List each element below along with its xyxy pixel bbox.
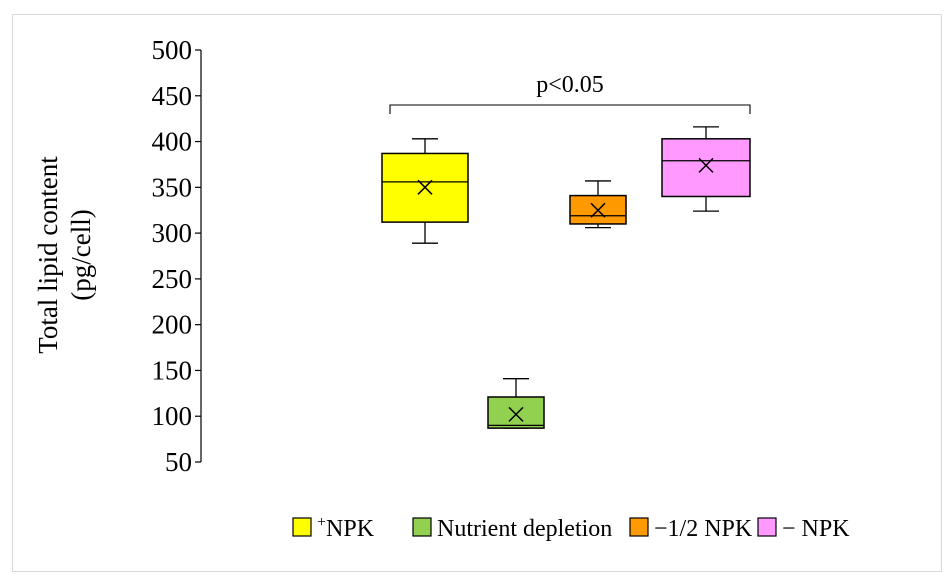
y-tick-label: 500 (152, 35, 193, 65)
y-tick-label: 100 (152, 401, 193, 431)
y-axis: 50 100 150 200 250 300 350 400 450 500 (152, 35, 202, 477)
mean-marker (417, 179, 433, 195)
box-3 (569, 180, 627, 229)
y-tick-label: 150 (152, 355, 193, 385)
mean-marker (698, 157, 714, 173)
legend-swatch (629, 517, 649, 537)
mean-marker (508, 406, 524, 422)
legend-item-3: −1/2 NPK (629, 516, 753, 542)
y-axis-label-line2: (pg/cell) (66, 209, 96, 300)
mean-marker (590, 202, 606, 218)
y-tick-label: 350 (152, 172, 193, 202)
legend-label: Nutrient depletion (437, 516, 612, 542)
legend-item-1: +NPK (292, 514, 375, 542)
legend-label: +NPK (317, 514, 375, 542)
box-series (381, 126, 751, 429)
significance-line (389, 104, 751, 114)
significance-label: p<0.05 (536, 72, 604, 98)
legend-item-2: Nutrient depletion (412, 516, 612, 542)
legend-swatch (757, 517, 777, 537)
y-tick-label: 400 (152, 127, 193, 157)
legend: +NPK Nutrient depletion −1/2 NPK − NPK (292, 514, 850, 542)
legend-label: − NPK (782, 516, 850, 542)
legend-label-superscript: + (317, 514, 326, 531)
y-tick-label: 250 (152, 264, 193, 294)
box-1 (381, 138, 469, 244)
y-tick-label: 200 (152, 310, 193, 340)
legend-label-text: NPK (326, 516, 375, 542)
legend-item-4: − NPK (757, 516, 850, 542)
y-axis-label-line1: Total lipid content (33, 156, 63, 354)
legend-swatch (292, 517, 312, 537)
box-iqr (487, 396, 545, 429)
legend-swatch (412, 517, 432, 537)
y-tick-label: 50 (165, 447, 192, 477)
chart-frame (12, 14, 942, 572)
y-tick-label: 450 (152, 81, 193, 111)
y-tick-label: 300 (152, 218, 193, 248)
box-2 (487, 378, 545, 429)
box-iqr (661, 138, 751, 198)
legend-label: −1/2 NPK (654, 516, 753, 542)
box-4 (661, 126, 751, 212)
significance-bracket: p<0.05 (389, 72, 751, 114)
